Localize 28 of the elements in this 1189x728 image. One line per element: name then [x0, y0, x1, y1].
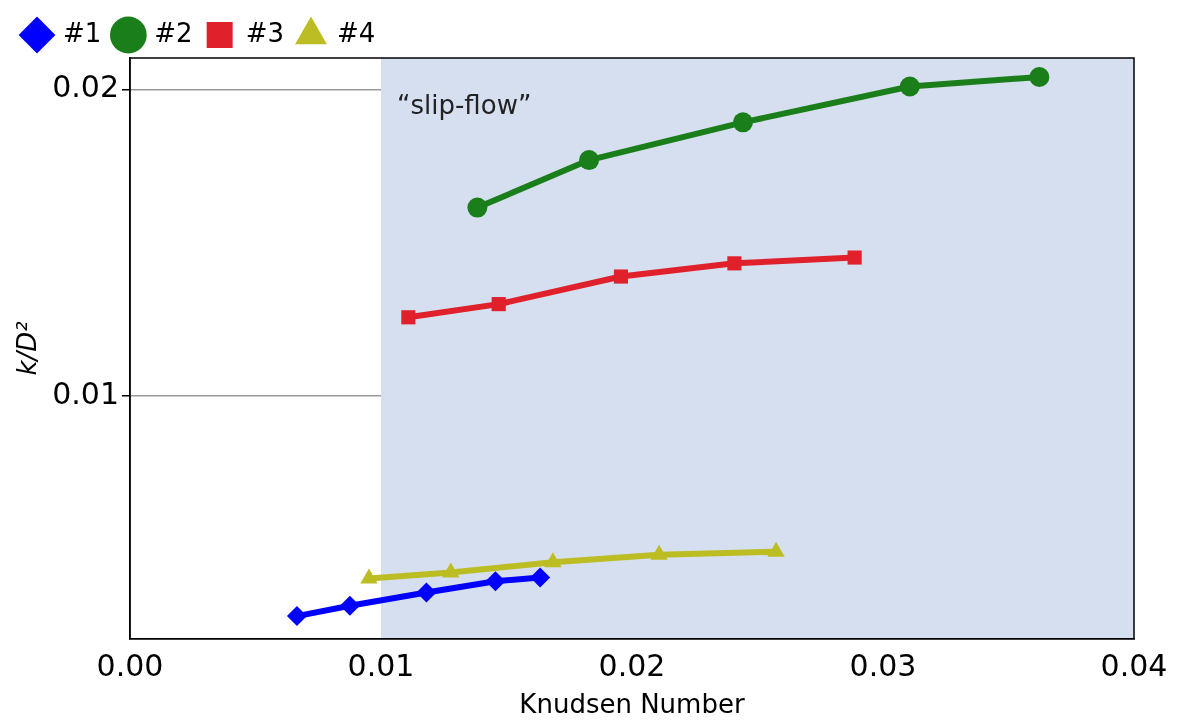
x-axis-title: Knudsen Number [519, 689, 745, 720]
band-label: “slip-flow” [397, 89, 532, 120]
x-tick-label: 0.02 [598, 647, 666, 683]
x-tick-label: 0.04 [1100, 647, 1168, 683]
point [579, 150, 600, 171]
legend-label: #1 [63, 17, 102, 48]
x-tick-label: 0.00 [96, 647, 164, 683]
point [339, 595, 360, 616]
point [416, 582, 437, 603]
point [401, 310, 416, 325]
point [1029, 67, 1050, 87]
point [732, 112, 753, 133]
point [544, 552, 562, 568]
point [491, 297, 506, 312]
x-tick-label: 0.03 [849, 647, 917, 683]
x-tick-label: 0.01 [347, 647, 415, 683]
point [847, 250, 862, 265]
point [286, 606, 307, 627]
legend-label: #4 [336, 17, 376, 48]
y-axis-title: k/D² [12, 321, 43, 376]
point [613, 269, 629, 284]
point [467, 197, 488, 218]
point [485, 571, 506, 592]
point [899, 76, 920, 97]
point [530, 567, 551, 588]
legend-label: #3 [245, 17, 284, 48]
legend-label: #2 [154, 17, 193, 48]
point [727, 256, 742, 271]
